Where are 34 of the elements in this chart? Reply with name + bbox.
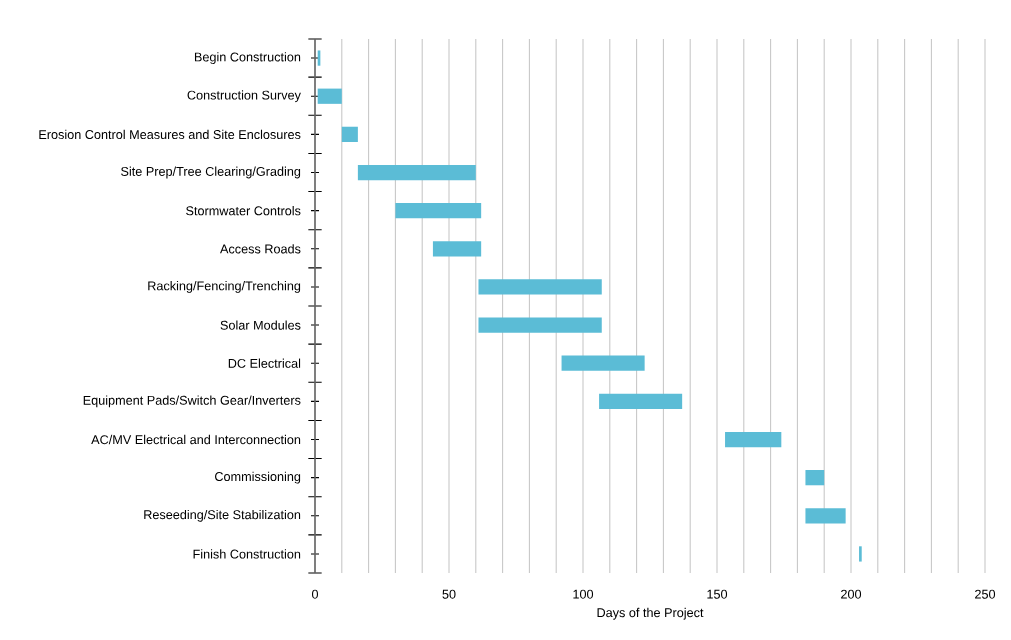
y-tick-label: Construction Survey xyxy=(187,90,301,103)
x-axis-title: Days of the Project xyxy=(597,607,704,620)
y-tick-label: Racking/Fencing/Trenching xyxy=(148,281,301,293)
y-tick-label: Erosion Control Measures and Site Enclosures xyxy=(39,129,301,140)
bar xyxy=(432,241,482,257)
y-tick-label: Commissioning xyxy=(215,471,301,484)
y-tick-label: Equipment Pads/Switch Gear/Inverters xyxy=(83,395,301,408)
y-tick-label: Site Prep/Tree Clearing/Grading xyxy=(121,166,301,179)
y-tick-label: Solar Modules xyxy=(220,320,301,330)
y-tick-label: Begin Construction xyxy=(194,52,301,64)
y-tick-label: AC/MV Electrical and Interconnection xyxy=(91,434,301,445)
x-tick-label: 200 xyxy=(841,589,862,599)
y-tick-label: Access Roads xyxy=(220,244,301,254)
x-tick-label: 50 xyxy=(442,589,456,599)
bar xyxy=(725,431,782,448)
bar xyxy=(395,203,482,219)
x-tick-label: 150 xyxy=(707,589,728,599)
x-tick-label: 0 xyxy=(311,589,319,599)
x-tick-label: 250 xyxy=(975,589,996,599)
bar xyxy=(357,164,476,181)
bar xyxy=(599,393,683,409)
bar xyxy=(478,317,602,333)
bar xyxy=(805,470,825,486)
bar xyxy=(341,126,358,142)
bar xyxy=(805,508,846,524)
y-tick-label: Stormwater Controls xyxy=(186,206,301,216)
y-tick-label: Finish Construction xyxy=(193,549,301,559)
y-tick-label: DC Electrical xyxy=(228,358,301,368)
y-tick-label: Reseeding/Site Stabilization xyxy=(144,509,301,522)
bar xyxy=(561,355,645,371)
bar xyxy=(859,546,862,562)
bar xyxy=(317,88,342,104)
bar xyxy=(478,279,602,295)
x-tick-label: 100 xyxy=(573,589,594,599)
